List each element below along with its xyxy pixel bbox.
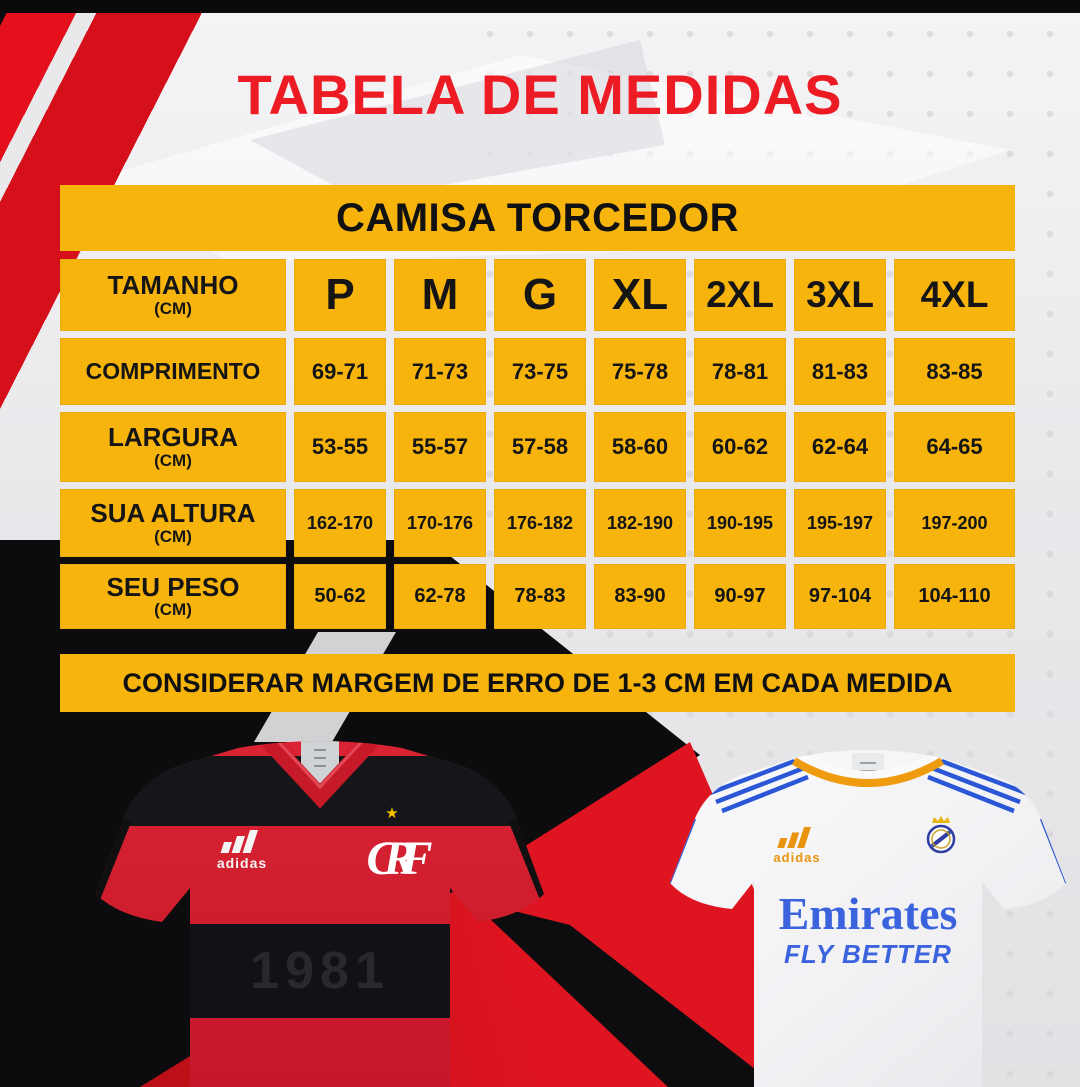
size-header-4xl: 4XL [894,259,1015,331]
real-collar-inner [793,750,943,781]
row-label-text: COMPRIMENTO [85,358,261,385]
flamengo-collar-edge [273,741,367,790]
flamengo-v-collar [261,741,379,809]
table-cell: 81-83 [794,338,886,405]
page-title: TABELA DE MEDIDAS [237,63,843,126]
row-label-text: SUA ALTURA [90,498,256,529]
top-black-bar [0,0,1080,13]
table-cell: 90-97 [694,564,786,629]
table-cell: 71-73 [394,338,486,405]
shoulder-stripes [709,756,1027,814]
flamengo-gold-star: ★ [385,805,398,822]
table-cell: 50-62 [294,564,386,629]
flamengo-1981-pattern: 1981 [250,942,390,1000]
table-cell: 170-176 [394,489,486,557]
table-cell: 78-81 [694,338,786,405]
row-label-unit: (CM) [154,600,192,620]
table-cell: 58-60 [594,412,686,482]
table-cell: 182-190 [594,489,686,557]
table-cell: 195-197 [794,489,886,557]
size-header-2xl: 2XL [694,259,786,331]
table-cell: 55-57 [394,412,486,482]
table-cell: 190-195 [694,489,786,557]
real-madrid-crest [926,816,956,854]
row-label-largura: LARGURA (CM) [60,412,286,482]
table-cell: 104-110 [894,564,1015,629]
real-collar-orange-trim [791,757,945,787]
table-cell: 73-75 [494,338,586,405]
emirates-sponsor-text: Emirates [779,888,958,939]
flamengo-jersey-image: 1981 adidas ★ CRF [70,726,570,1087]
table-cell: 78-83 [494,564,586,629]
row-label-tamanho: TAMANHO (CM) [60,259,286,331]
fly-better-text: FLY BETTER [784,939,952,969]
table-cell: 53-55 [294,412,386,482]
table-cell: 69-71 [294,338,386,405]
adidas-logo-icon [220,830,258,853]
table-cell: 97-104 [794,564,886,629]
adidas-logo-icon [777,827,811,848]
table-cell: 64-65 [894,412,1015,482]
row-label-text: LARGURA [108,422,238,453]
size-header-xl: XL [594,259,686,331]
table-cell: 62-64 [794,412,886,482]
size-header-m: M [394,259,486,331]
table-cell: 176-182 [494,489,586,557]
row-label-unit: (CM) [154,450,192,470]
table-cell: 75-78 [594,338,686,405]
table-cell: 83-90 [594,564,686,629]
measurements-table: TAMANHO (CM) P M G XL 2XL 3XL 4XL COMPRI… [60,259,1015,629]
adidas-wordmark: adidas [217,855,267,871]
row-label-text: SEU PESO [106,571,240,602]
row-label-seu-peso: SEU PESO (CM) [60,564,286,629]
table-cell: 162-170 [294,489,386,557]
real-madrid-jersey-image: adidas Emirates FLY BETTER [648,731,1080,1087]
size-header-3xl: 3XL [794,259,886,331]
size-header-g: G [494,259,586,331]
error-margin-note: CONSIDERAR MARGEM DE ERRO DE 1-3 CM EM C… [60,654,1015,712]
table-cell: 57-58 [494,412,586,482]
size-header-p: P [294,259,386,331]
table-header-banner: CAMISA TORCEDOR [60,185,1015,251]
flamengo-tag-lines [314,749,326,767]
table-cell: 197-200 [894,489,1015,557]
table-cell: 60-62 [694,412,786,482]
row-label-text: TAMANHO [107,270,239,301]
row-label-unit: (CM) [154,298,192,318]
table-cell: 83-85 [894,338,1015,405]
row-label-comprimento: COMPRIMENTO [60,338,286,405]
adidas-wordmark: adidas [773,850,820,865]
table-cell: 62-78 [394,564,486,629]
row-label-unit: (CM) [154,526,192,546]
row-label-sua-altura: SUA ALTURA (CM) [60,489,286,557]
